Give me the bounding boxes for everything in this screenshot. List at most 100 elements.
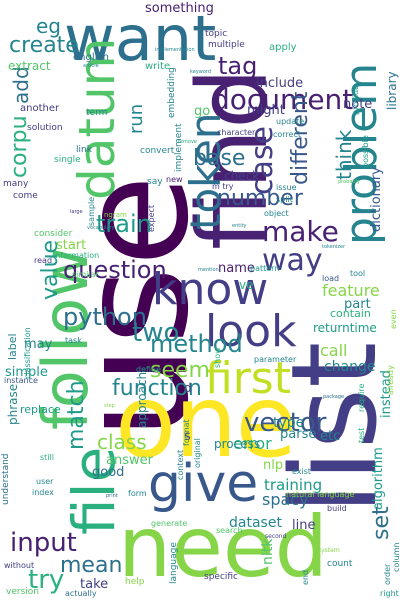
word-input: input (10, 528, 77, 558)
word-call: call (320, 341, 348, 360)
word-many: many (3, 179, 29, 189)
word-phrase: phrase (6, 383, 20, 425)
word-want: want (64, 2, 217, 75)
word-first: first (205, 353, 291, 404)
word-show: show (213, 347, 222, 368)
word-one: one (115, 363, 297, 480)
word-spacy: spacy (262, 490, 309, 509)
word-library: library (385, 71, 399, 110)
word-m: m (335, 489, 348, 504)
word-large: large (70, 209, 83, 215)
word-right: right (380, 589, 399, 598)
word-note: note (343, 97, 373, 112)
word-order: order (383, 563, 392, 585)
word-simple: simple (5, 365, 48, 380)
word-create: create (9, 33, 79, 58)
word-character: character (217, 128, 256, 137)
word-etc: etc (320, 429, 341, 444)
word-correct: correct (273, 130, 302, 139)
word-define: define (136, 365, 162, 374)
word-question: question (63, 256, 167, 284)
word-nltk: nltk (260, 538, 276, 565)
word-seem: seem (150, 358, 210, 383)
word-know: know (152, 264, 269, 315)
word-print: print (106, 493, 118, 499)
word-actually: actually (65, 589, 97, 598)
word-version: version (6, 587, 39, 597)
word-s: s (184, 429, 191, 444)
word-feature: feature (322, 281, 380, 300)
word-dictionary: dictionary (369, 167, 384, 232)
word-mention: mention (198, 267, 219, 273)
word-returntime: returntime (313, 321, 377, 335)
word-help: help (125, 577, 145, 587)
word-document: document (212, 83, 354, 116)
word-part: part (344, 297, 371, 312)
word-function: function (112, 376, 202, 401)
word-embedding: embedding (167, 67, 177, 118)
word-already: already (386, 365, 395, 395)
word-search: search (216, 526, 243, 535)
word-topic: topic (205, 29, 228, 39)
word-pattern: pattern (250, 264, 280, 273)
word-python: python (63, 303, 147, 331)
word-specific: specific (204, 572, 239, 582)
word-tag: tag (218, 52, 258, 80)
word-think: think (332, 129, 356, 180)
word-update: update (276, 117, 305, 126)
word-without: without (4, 561, 35, 570)
word-read: read (34, 256, 53, 265)
word-run: run (126, 103, 147, 134)
word-line: line (292, 518, 316, 533)
word-dataset: dataset (229, 515, 282, 531)
word-mean: mean (60, 553, 123, 578)
word-build: build (327, 504, 347, 513)
word-take: take (80, 577, 109, 592)
word-context: context (176, 449, 185, 480)
word-vector: vector (244, 408, 327, 438)
word-algorithm: algorithm (371, 447, 386, 510)
word-step: step (104, 403, 115, 409)
word-try: try (28, 565, 65, 595)
word-split: split (276, 195, 293, 204)
word-still: still (40, 453, 54, 462)
word-give: give (148, 454, 259, 514)
word-way: way (262, 243, 323, 278)
word-single: single (54, 155, 81, 165)
word-might: might (247, 103, 285, 118)
word-test: test (357, 427, 366, 443)
word-make: make (262, 215, 339, 248)
word-eg: eg (36, 14, 61, 38)
word-check: check (224, 169, 260, 183)
word-task: task (65, 336, 82, 345)
word-nlp: nlp (263, 458, 284, 473)
word-change: change (324, 359, 376, 375)
word-new: new (166, 175, 183, 184)
word-expect: expect (147, 204, 156, 232)
word-require: require (357, 383, 366, 412)
word-vocabulary: vocabulary (87, 225, 115, 231)
word-write: write (145, 61, 171, 72)
word-apply: apply (269, 42, 297, 53)
word-system: system (318, 547, 340, 554)
word-format: format (182, 419, 191, 446)
word-information: information (53, 251, 100, 260)
word-generate: generate (151, 519, 188, 528)
word-link: link (76, 145, 92, 155)
word-sample: sample (87, 196, 96, 226)
word-type: type (273, 415, 305, 431)
word-even: even (389, 309, 398, 329)
word-keyword: keyword (190, 69, 212, 75)
word-load: load (322, 274, 340, 283)
word-start: start (56, 238, 87, 253)
word-original: original (193, 438, 202, 468)
word-form: form (128, 489, 147, 498)
word-good: good (92, 465, 125, 480)
word-solution: solution (27, 123, 63, 133)
word-term: term (86, 108, 108, 118)
word-contain: contain (330, 307, 371, 320)
word-may: may (24, 337, 53, 352)
word-english: english (73, 52, 109, 63)
word-second: second (265, 533, 287, 540)
